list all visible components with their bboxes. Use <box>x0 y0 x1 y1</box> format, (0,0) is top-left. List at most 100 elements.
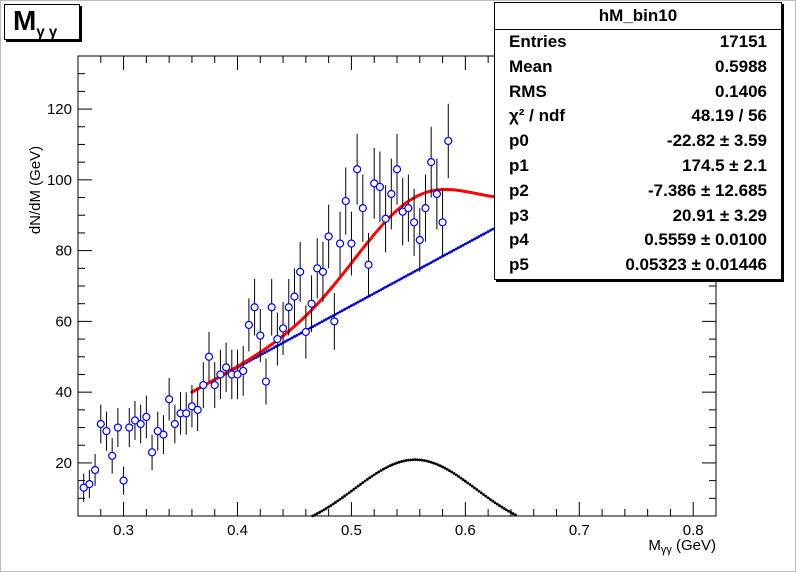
background-fit-dot <box>336 311 340 315</box>
data-marker <box>387 189 396 199</box>
data-marker <box>444 136 453 146</box>
data-marker <box>108 451 117 460</box>
stats-value: 20.91 ± 3.29 <box>672 205 767 225</box>
stats-row-entries: Entries 17151 <box>495 30 781 55</box>
background-fit-dot <box>324 317 328 321</box>
background-fit-dot <box>479 233 483 237</box>
stats-key: Mean <box>509 56 553 76</box>
background-fit-dot <box>427 262 431 266</box>
data-point <box>381 185 390 253</box>
signal-fit-dot <box>491 499 495 503</box>
background-fit-dot <box>491 227 495 231</box>
background-fit-dot <box>352 303 356 306</box>
data-marker <box>204 352 214 361</box>
data-point <box>170 404 179 444</box>
data-marker <box>113 423 122 432</box>
data-point <box>421 174 430 242</box>
data-point <box>398 178 407 246</box>
data-point <box>256 309 265 363</box>
stats-key: p1 <box>509 155 529 175</box>
data-points <box>79 103 453 502</box>
background-fit-dot <box>391 282 394 285</box>
background-fit-dot <box>290 336 294 340</box>
signal-fit-dot <box>459 476 463 480</box>
signal-fit-dot <box>479 491 483 495</box>
data-marker <box>301 327 310 337</box>
signal-fit-dot <box>504 508 508 512</box>
signal-fit-dot <box>329 504 333 507</box>
data-marker <box>136 419 145 429</box>
data-point <box>392 133 402 205</box>
data-marker <box>381 214 390 223</box>
signal-fit-dot <box>350 489 353 493</box>
background-fit-dot <box>372 291 376 295</box>
background-fit-dot <box>429 261 433 264</box>
data-point <box>284 278 293 336</box>
signal-fit-curve <box>311 458 517 518</box>
stats-key: p4 <box>509 230 529 250</box>
data-point <box>358 174 367 242</box>
data-marker <box>273 334 282 344</box>
background-fit-dot <box>475 236 479 240</box>
data-point <box>444 103 453 179</box>
data-point <box>244 298 253 352</box>
data-marker <box>341 196 350 206</box>
data-point <box>227 349 236 400</box>
signal-fit-dot <box>422 459 426 462</box>
background-fit-dot <box>466 241 470 245</box>
background-fit-dot <box>477 235 481 238</box>
background-fit-dot <box>470 238 474 242</box>
signal-fit-dot <box>363 479 367 483</box>
background-fit-dot <box>411 270 415 274</box>
signal-fit-dot <box>377 470 381 474</box>
signal-fit-dot <box>495 502 499 506</box>
data-point <box>347 211 356 276</box>
signal-fit-dot <box>413 458 417 462</box>
signal-fit-dot <box>425 459 429 463</box>
background-fit-dot <box>354 301 358 305</box>
y-tick-label: 120 <box>47 101 72 118</box>
signal-fit-dot <box>489 498 492 501</box>
signal-fit-dot <box>500 505 504 509</box>
data-point <box>273 312 282 366</box>
stats-title: hM_bin10 <box>495 3 781 30</box>
data-marker <box>210 380 219 390</box>
data-marker <box>170 419 179 429</box>
stats-value: 48.19 / 56 <box>691 106 767 126</box>
data-point <box>125 408 134 447</box>
stats-value: 0.05323 ± 0.01446 <box>625 255 767 275</box>
x-axis-label-sub: γγ <box>661 544 673 556</box>
data-point <box>335 211 345 276</box>
data-marker <box>421 204 430 213</box>
background-fit-dot <box>375 290 378 294</box>
background-fit-dot <box>272 346 276 350</box>
signal-fit-dot <box>347 491 351 495</box>
data-marker <box>375 182 385 192</box>
data-point <box>210 362 219 409</box>
data-point <box>193 388 202 432</box>
stats-value: 17151 <box>719 32 767 51</box>
x-axis-label: Mγγ (GeV) <box>648 537 716 556</box>
signal-fit-dot <box>461 478 465 481</box>
background-fit-dot <box>386 284 390 288</box>
signal-fit-dot <box>381 467 385 471</box>
signal-fit-dot <box>409 458 413 462</box>
background-fit-dot <box>436 257 440 261</box>
signal-fit-dot <box>416 458 419 462</box>
background-fit-dot <box>468 240 472 243</box>
stats-row-mean: Mean 0.5988 <box>495 55 781 80</box>
data-marker <box>159 430 168 439</box>
data-point <box>90 454 100 486</box>
data-marker <box>244 320 253 330</box>
data-marker <box>404 204 413 213</box>
background-fit-dot <box>345 306 349 310</box>
stats-row-p3: p3 20.91 ± 3.29 <box>495 204 781 229</box>
data-point <box>159 415 168 455</box>
data-marker <box>398 207 407 216</box>
background-fit-dot <box>425 263 429 267</box>
background-fit-dot <box>384 285 388 289</box>
signal-fit-dot <box>498 504 501 508</box>
y-tick-label: 20 <box>55 455 72 472</box>
background-fit-dot <box>347 305 351 309</box>
data-point <box>364 232 373 297</box>
